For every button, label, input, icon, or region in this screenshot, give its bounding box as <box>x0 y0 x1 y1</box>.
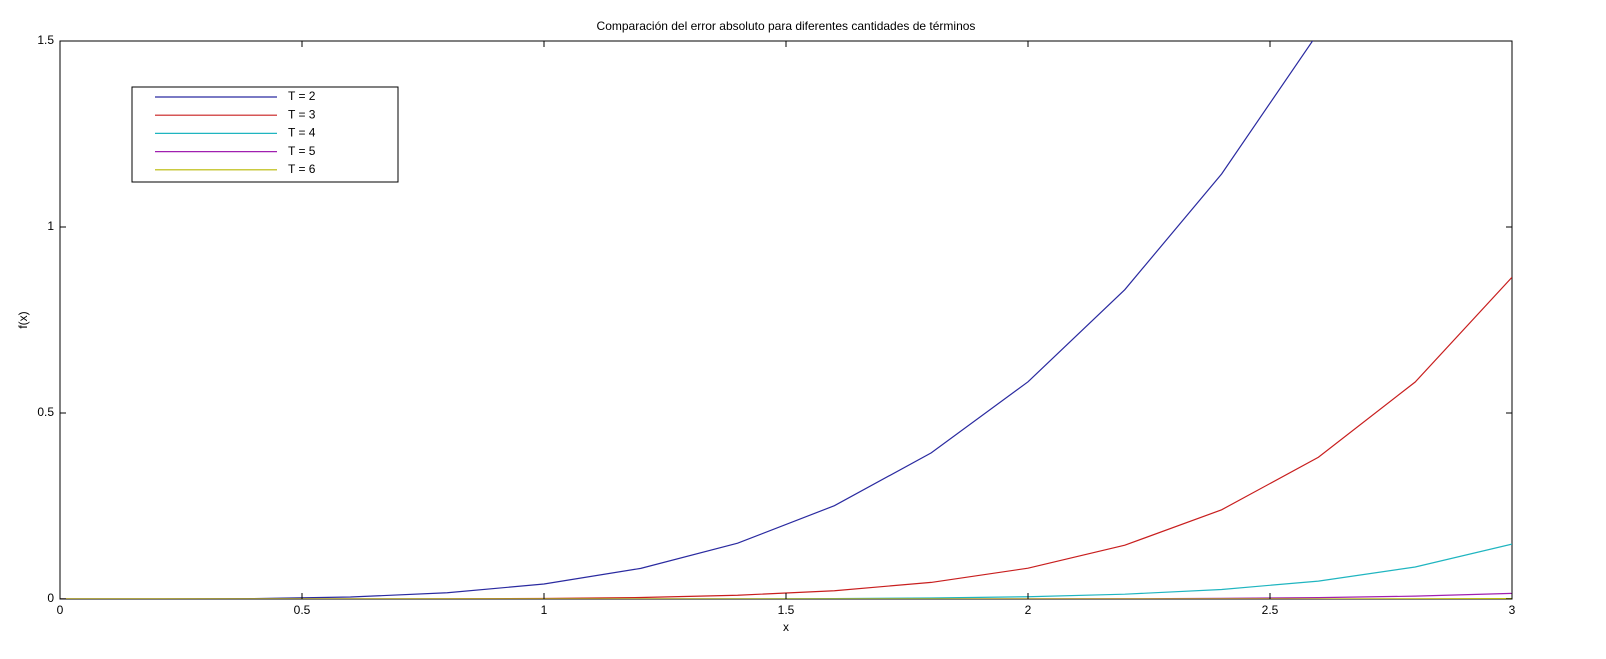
chart-title: Comparación del error absoluto para dife… <box>597 19 976 33</box>
legend-label: T = 2 <box>288 89 316 103</box>
legend-label: T = 4 <box>288 126 316 140</box>
x-tick-label: 2 <box>1025 603 1032 617</box>
legend-label: T = 3 <box>288 107 316 121</box>
y-tick-label: 1.5 <box>37 33 54 47</box>
x-tick-label: 3 <box>1509 603 1516 617</box>
y-tick-label: 1 <box>47 219 54 233</box>
y-tick-label: 0.5 <box>37 405 54 419</box>
x-tick-label: 1.5 <box>778 603 795 617</box>
y-axis-label: f(x) <box>16 311 30 328</box>
x-tick-label: 2.5 <box>1262 603 1279 617</box>
y-tick-label: 0 <box>47 591 54 605</box>
x-tick-label: 1 <box>541 603 548 617</box>
x-tick-label: 0.5 <box>294 603 311 617</box>
legend-label: T = 5 <box>288 144 316 158</box>
x-axis-label: x <box>783 620 789 634</box>
legend <box>131 86 399 183</box>
legend-label: T = 6 <box>288 162 316 176</box>
x-tick-label: 0 <box>57 603 64 617</box>
